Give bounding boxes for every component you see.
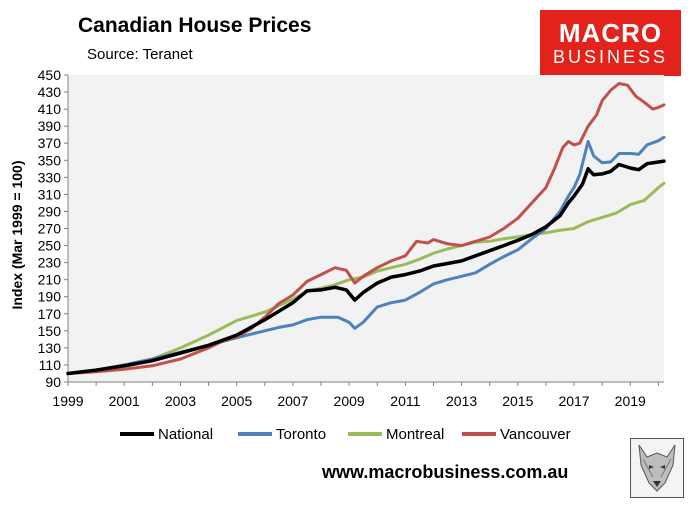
x-tick-label: 2017 [558,393,589,409]
legend-item-montreal: Montreal [348,426,444,443]
x-tick-label: 2001 [109,393,140,409]
x-tick-label: 2003 [165,393,196,409]
y-tick-label: 330 [38,169,62,185]
legend-label-montreal: Montreal [386,426,445,443]
series-line-toronto [66,135,666,375]
y-tick-label: 270 [38,221,62,237]
x-tick-label: 2009 [334,393,365,409]
legend-label-national: National [158,426,214,443]
x-tick-label: 2019 [615,393,646,409]
x-tick-label: 1999 [52,393,83,409]
y-tick-label: 250 [38,238,62,254]
y-tick-label: 110 [39,357,62,373]
y-tick-label: 370 [38,135,62,151]
y-tick-label: 430 [38,84,62,100]
legend-swatch-toronto [238,432,272,437]
wolf-logo-icon [630,438,684,498]
legend-item-toronto: Toronto [238,426,326,443]
series-line-montreal [66,181,666,375]
y-tick-label: 90 [45,374,61,390]
macrobusiness-logo: MACRO BUSINESS [540,10,681,76]
y-tick-label: 290 [38,203,62,219]
legend-item-vancouver: Vancouver [462,426,571,443]
y-tick-label: 450 [38,67,62,83]
x-tick-label: 2007 [277,393,308,409]
chart-title: Canadian House Prices [78,14,312,37]
y-tick-label: 410 [38,101,62,117]
y-tick-label: 230 [38,255,62,271]
y-tick-label: 310 [38,186,62,202]
y-tick-label: 390 [38,118,62,134]
y-tick-label: 170 [38,306,62,322]
legend-swatch-montreal [348,432,382,437]
chart-source: Source: Teranet [87,46,193,63]
y-tick-label: 210 [38,272,62,288]
legend-swatch-national [120,432,154,437]
x-tick-label: 2013 [446,393,477,409]
y-tick-label: 190 [38,289,62,305]
footer-url: www.macrobusiness.com.au [322,462,569,482]
legend-label-toronto: Toronto [276,426,327,443]
y-tick-label: 130 [38,340,62,356]
x-tick-label: 2015 [502,393,533,409]
logo-line-2: BUSINESS [552,47,669,67]
y-tick-label: 150 [38,323,62,339]
x-tick-label: 2005 [221,393,252,409]
legend-label-vancouver: Vancouver [500,426,571,443]
series-line-national [66,159,666,376]
y-tick-label: 350 [38,152,62,168]
legend-item-national: National [120,426,213,443]
logo-line-1: MACRO [558,18,663,48]
x-tick-label: 2011 [390,393,420,409]
legend-swatch-vancouver [462,432,496,437]
